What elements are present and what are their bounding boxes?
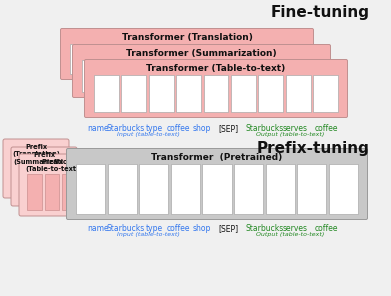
Bar	[46, 159, 61, 192]
Text: Prefix
(Translation): Prefix (Translation)	[12, 144, 60, 157]
Text: Fine-tuning: Fine-tuning	[271, 5, 370, 20]
Bar	[270, 60, 294, 92]
Bar	[171, 164, 200, 214]
Text: Output (table-to-text): Output (table-to-text)	[256, 232, 324, 237]
Bar	[122, 44, 146, 74]
Text: [SEP]: [SEP]	[218, 224, 238, 233]
Bar	[189, 60, 213, 92]
Text: Transformer (Summarization): Transformer (Summarization)	[126, 49, 277, 58]
Bar	[70, 44, 94, 74]
Bar	[54, 167, 69, 200]
Text: Prefix
(Summarization): Prefix (Summarization)	[13, 152, 75, 165]
Bar	[231, 75, 256, 112]
Bar	[243, 60, 267, 92]
Bar	[149, 75, 174, 112]
Bar	[149, 44, 172, 74]
Bar	[94, 75, 119, 112]
Bar	[313, 75, 338, 112]
Bar	[297, 164, 326, 214]
Bar	[62, 174, 77, 210]
Bar	[11, 159, 26, 192]
FancyBboxPatch shape	[72, 44, 330, 97]
FancyBboxPatch shape	[19, 154, 85, 216]
Bar	[286, 75, 310, 112]
Text: Transformer (Translation): Transformer (Translation)	[122, 33, 253, 42]
Bar	[254, 44, 278, 74]
Bar	[19, 167, 34, 200]
Text: Prefix
(Table-to-text): Prefix (Table-to-text)	[25, 159, 79, 172]
Text: shop: shop	[193, 224, 211, 233]
Text: name: name	[87, 124, 109, 133]
Bar	[297, 60, 321, 92]
Text: Starbucks: Starbucks	[246, 224, 284, 233]
Bar	[175, 44, 199, 74]
Bar	[258, 75, 283, 112]
Bar	[329, 164, 358, 214]
Bar	[109, 60, 133, 92]
Bar	[37, 167, 51, 200]
Bar	[204, 75, 228, 112]
Text: coffee: coffee	[166, 124, 190, 133]
Text: type: type	[145, 224, 163, 233]
Text: coffee: coffee	[314, 224, 338, 233]
Text: coffee: coffee	[166, 224, 190, 233]
Bar	[27, 174, 42, 210]
Text: Transformer (Table-to-text): Transformer (Table-to-text)	[146, 64, 285, 73]
FancyBboxPatch shape	[66, 149, 368, 220]
Text: Prefix-tuning: Prefix-tuning	[257, 141, 370, 156]
Bar	[108, 164, 137, 214]
Bar	[121, 75, 146, 112]
Text: serves: serves	[283, 124, 307, 133]
FancyBboxPatch shape	[3, 139, 69, 198]
Text: Input (table-to-text): Input (table-to-text)	[117, 132, 179, 137]
Text: Starbucks: Starbucks	[107, 124, 145, 133]
Bar	[29, 159, 43, 192]
Text: Starbucks: Starbucks	[107, 224, 145, 233]
FancyBboxPatch shape	[84, 59, 348, 118]
FancyBboxPatch shape	[11, 147, 77, 206]
Bar	[76, 164, 105, 214]
Text: Output (table-to-text): Output (table-to-text)	[256, 132, 324, 137]
Bar	[45, 174, 59, 210]
Bar	[201, 44, 225, 74]
Bar	[82, 60, 106, 92]
Bar	[234, 164, 263, 214]
Bar	[96, 44, 120, 74]
Text: coffee: coffee	[314, 124, 338, 133]
Text: Starbucks: Starbucks	[246, 124, 284, 133]
Bar	[228, 44, 251, 74]
Bar	[203, 164, 231, 214]
Bar	[280, 44, 304, 74]
Bar	[176, 75, 201, 112]
Text: shop: shop	[193, 124, 211, 133]
Text: type: type	[145, 124, 163, 133]
Bar	[265, 164, 295, 214]
Bar	[163, 60, 187, 92]
Bar	[136, 60, 160, 92]
Text: name: name	[87, 224, 109, 233]
FancyBboxPatch shape	[61, 28, 314, 80]
Text: serves: serves	[283, 224, 307, 233]
Text: [SEP]: [SEP]	[218, 124, 238, 133]
Text: Transformer  (Pretrained): Transformer (Pretrained)	[151, 153, 283, 162]
Bar	[216, 60, 240, 92]
Text: Input (table-to-text): Input (table-to-text)	[117, 232, 179, 237]
Bar	[139, 164, 169, 214]
